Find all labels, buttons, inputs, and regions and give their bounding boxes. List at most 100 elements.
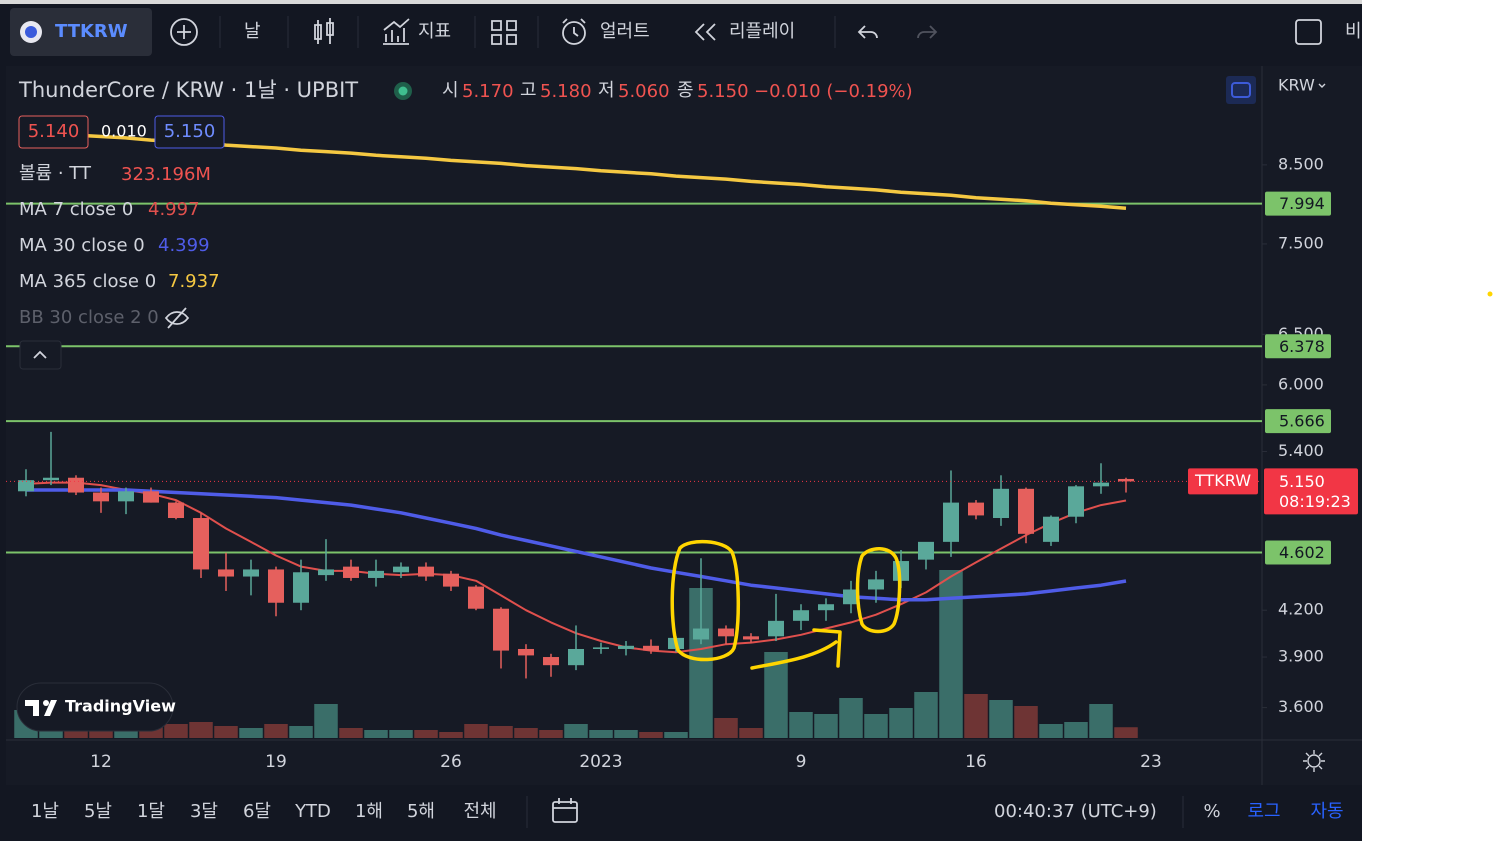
level-label-bg (1265, 540, 1331, 565)
level-label: 7.994 (1279, 194, 1325, 213)
volume-bar (639, 732, 663, 738)
alert-button[interactable]: 얼러트 (600, 21, 650, 42)
x-tick-label: 19 (265, 752, 287, 772)
volume-bar (714, 718, 738, 738)
candle-body (1118, 478, 1134, 482)
range-button[interactable]: 5날 (84, 801, 112, 822)
y-tick-label: 4.200 (1278, 600, 1324, 619)
logo-text: TradingView (65, 697, 176, 716)
layout-icon[interactable] (491, 20, 517, 45)
volume-bar (189, 722, 213, 738)
date-range-icon-top (553, 798, 577, 809)
volume-bar (964, 694, 988, 738)
settings-rays (1303, 750, 1325, 772)
candle-body (518, 648, 534, 656)
more-button[interactable]: 비 (1345, 21, 1362, 42)
candle-body (68, 477, 84, 493)
percent-toggle[interactable]: % (1203, 801, 1220, 822)
range-button[interactable]: 전체 (463, 801, 496, 822)
date-range-icon[interactable] (552, 801, 578, 823)
bb-name: BB 30 close 2 0 (19, 307, 159, 328)
logo-dot (43, 700, 49, 706)
candle-body (468, 586, 484, 609)
toolbar: TTKRW 날 지표 얼러트 리플레이 비 (10, 8, 1362, 56)
candle-body (293, 572, 309, 603)
volume-bar (889, 708, 913, 738)
annotations (670, 539, 902, 670)
indicators-icon[interactable] (383, 18, 410, 45)
bid-box[interactable] (18, 115, 89, 149)
volume-bar (1064, 722, 1088, 738)
replay-button[interactable]: 리플레이 (729, 21, 795, 42)
candle-body (168, 502, 184, 519)
logo-badge (16, 682, 174, 732)
chart-type-icon[interactable] (314, 18, 334, 44)
bid-price: 5.140 (28, 121, 80, 142)
candle-body (818, 604, 834, 611)
clock[interactable]: 00:40:37 (UTC+9) (994, 801, 1157, 822)
ask-box[interactable] (154, 115, 225, 149)
close-key: 종 (677, 80, 694, 101)
candle-body (943, 502, 959, 542)
settings-icon[interactable] (1307, 754, 1321, 768)
fullscreen-icon[interactable] (1295, 19, 1322, 45)
range-button[interactable]: YTD (294, 801, 331, 822)
candle-body (643, 645, 659, 651)
candle-body (693, 628, 709, 640)
candle-body (43, 477, 59, 481)
level-label-bg (1265, 191, 1331, 216)
candle-body (843, 589, 859, 605)
volume-bar (239, 728, 263, 738)
close-value: 5.150 (697, 81, 749, 102)
range-button[interactable]: 1해 (355, 801, 383, 822)
range-button[interactable]: 6달 (243, 801, 271, 822)
interval-button[interactable]: 날 (244, 21, 261, 42)
currency-button[interactable]: KRW (1278, 76, 1315, 95)
symbol-button[interactable] (10, 8, 152, 56)
volume-bar (864, 714, 888, 738)
log-toggle[interactable]: 로그 (1247, 801, 1280, 822)
candle-body (918, 541, 934, 560)
candle-body (743, 636, 759, 640)
annotation-circle (855, 547, 902, 634)
high-key: 고 (520, 80, 537, 101)
replay-icon[interactable] (694, 23, 716, 41)
level-label-bg (1265, 409, 1331, 434)
range-button[interactable]: 1달 (137, 801, 165, 822)
undo-icon[interactable] (857, 25, 878, 39)
auto-toggle[interactable]: 자동 (1310, 801, 1343, 822)
candle-body (718, 628, 734, 637)
pane-button[interactable] (1226, 76, 1256, 104)
range-button[interactable]: 3달 (190, 801, 218, 822)
volume-bar (839, 698, 863, 738)
redo-icon[interactable] (917, 25, 938, 39)
alert-icon[interactable] (562, 21, 586, 45)
volume-bar (764, 652, 788, 738)
volume-bar (689, 588, 713, 738)
top-strip (0, 0, 1362, 4)
candle-body (418, 566, 434, 577)
candle-body (618, 645, 634, 649)
candle-body (268, 569, 284, 603)
stray-dot (1487, 291, 1493, 297)
x-tick-label: 12 (90, 752, 112, 772)
candle-body (493, 608, 509, 651)
level-label: 4.602 (1279, 543, 1325, 562)
add-symbol-icon[interactable] (170, 18, 198, 46)
bottom-bar: 00:40:37 (UTC+9) % 로그 자동 1날 5날 1달 3달 6달 YTD 1해… (31, 796, 1344, 828)
volume-bar (214, 726, 238, 738)
annotation-arrow (750, 628, 842, 670)
candle-body (343, 566, 359, 578)
volume-bar (164, 724, 188, 738)
collapse-button[interactable] (19, 340, 62, 370)
hidden-eye-icon[interactable] (164, 307, 190, 329)
candle-body (768, 620, 784, 637)
range-button[interactable]: 5해 (407, 801, 435, 822)
indicators-button[interactable]: 지표 (418, 21, 451, 42)
low-key: 저 (598, 80, 615, 101)
level-label: 6.378 (1279, 337, 1325, 356)
y-tick-label: 6.000 (1278, 374, 1324, 393)
candle-body (93, 492, 109, 502)
range-button[interactable]: 1날 (31, 801, 59, 822)
y-tick-label: 5.400 (1278, 441, 1324, 460)
